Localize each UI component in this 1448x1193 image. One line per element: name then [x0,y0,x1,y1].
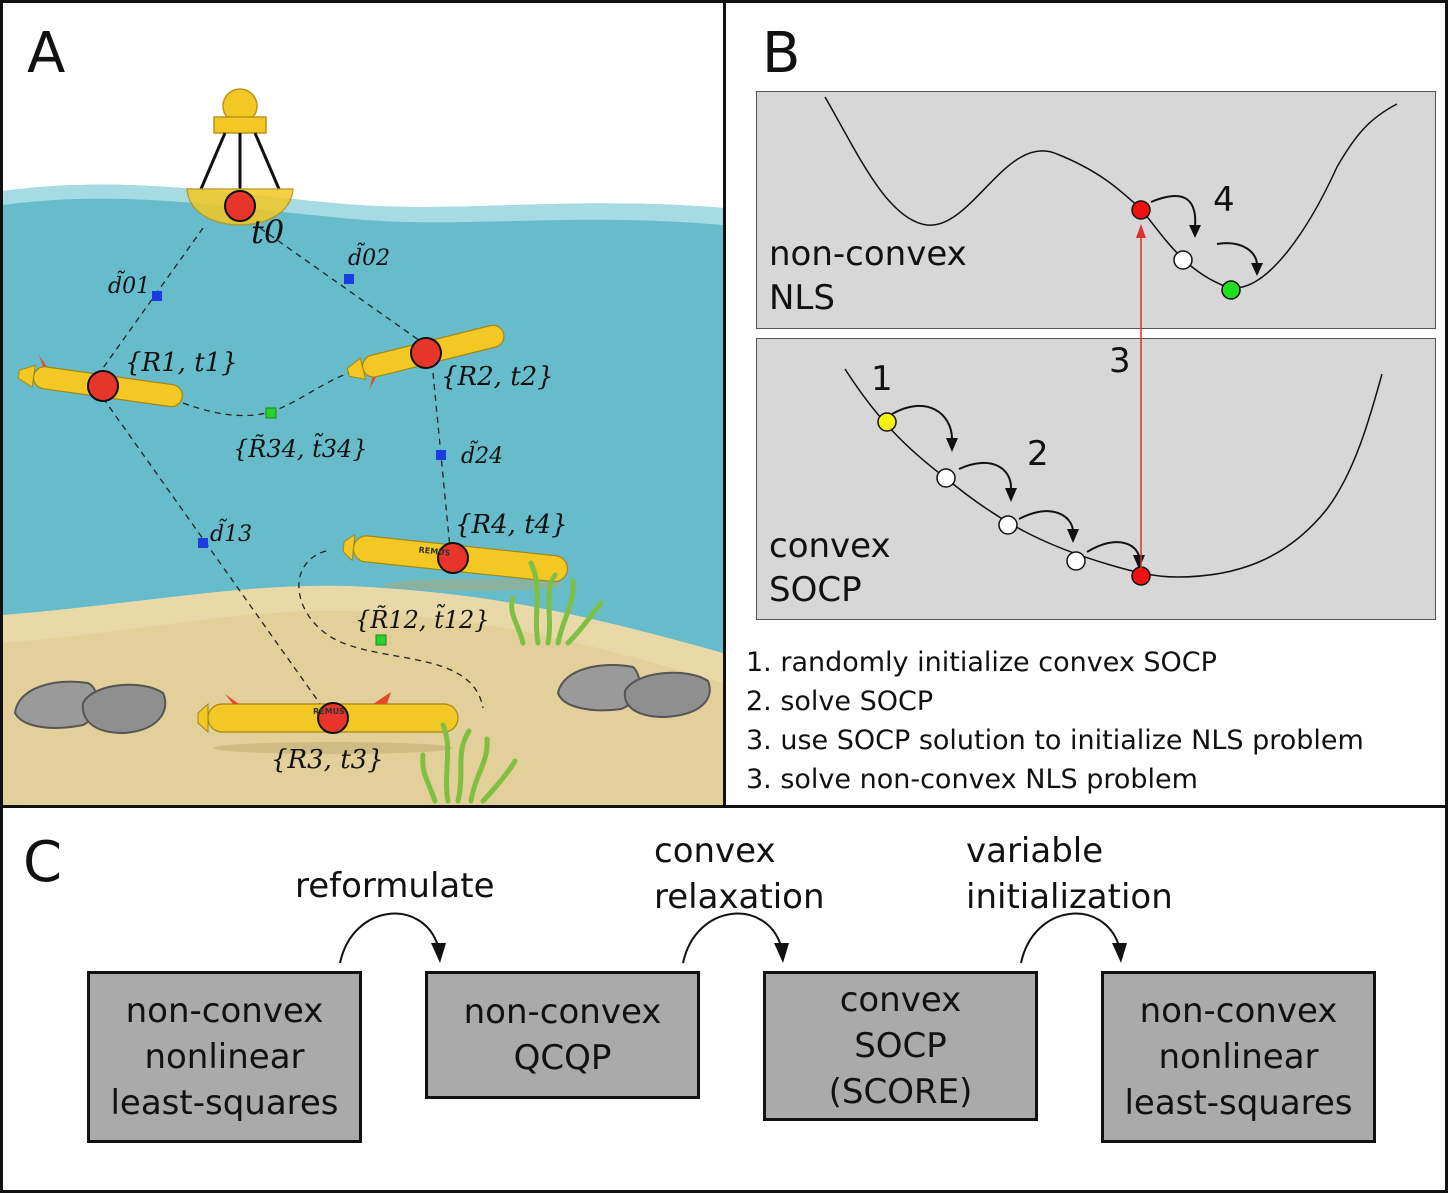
rocks-left [13,680,167,735]
vehicle-3-label: {R3, t3} [271,745,384,775]
arrow-label-3-line-2: initialization [966,877,1173,917]
nls-plot: non-convex NLS 4 [756,91,1436,329]
panel-c-letter: C [23,830,63,895]
box-1-line-2: nonlinear [144,1037,305,1077]
box-qcqp: non-convex QCQP [425,971,700,1099]
socp-label-line-1: convex [769,526,891,566]
range-marker-13 [198,538,208,548]
comm-marker-34 [265,407,277,419]
vehicle-3-marker [317,702,349,734]
nls-curve-plot [824,96,1398,300]
step-number-1: 1 [871,359,893,399]
range-label-02: d̃02 [348,241,390,271]
arrow-label-initialization: variable initialization [966,828,1173,920]
range-label-24: d̃24 [461,439,503,469]
nls-optimum-point [1221,280,1241,300]
vehicle-1-label: {R1, t1} [125,348,238,378]
box-4-line-3: least-squares [1124,1083,1353,1123]
arrow-label-relaxation: convex relaxation [654,828,825,920]
comm-label-34: {R̃34, t̃34} [233,432,368,463]
vehicle-4-marker [437,542,469,574]
vehicle-2-label: {R2, t2} [441,362,554,392]
panel-a-letter: A [27,21,66,86]
nls-label-line-1: non-convex [769,234,967,274]
vehicle-2-marker [410,337,442,369]
box-3-line-1: convex [839,980,962,1020]
arrow-label-3-line-1: variable [966,831,1104,871]
step-item-3: 3. use SOCP solution to initialize NLS p… [746,725,1364,756]
socp-plot-label: convex SOCP [769,524,891,612]
step-item-1: 1. randomly initialize convex SOCP [746,647,1217,678]
socp-curve-plot [844,368,1383,586]
socp-step-point-2 [998,515,1018,535]
socp-plot: convex SOCP 1 2 [756,338,1436,620]
seaweed-right [509,560,604,646]
box-3-line-3: (SCORE) [828,1072,973,1112]
step-number-2: 2 [1027,434,1049,474]
vehicle-3: REMUS [197,692,459,734]
vehicle-4: REMUS [342,533,569,583]
step-item-2: 2. solve SOCP [746,686,934,717]
socp-step-point-1 [936,468,956,488]
panel-a-scene: REMUS REMUS [0,0,726,808]
range-marker-01 [152,291,162,301]
box-nls-end: non-convex nonlinear least-squares [1101,971,1376,1143]
range-label-13: d̃13 [210,517,252,547]
box-4-line-1: non-convex [1139,991,1338,1031]
buoy-position-marker [224,190,256,222]
box-4-line-2: nonlinear [1158,1037,1319,1077]
box-3-line-2: SOCP [854,1026,947,1066]
comm-marker-12 [375,634,387,646]
arrow-label-1-line-1: reformulate [295,866,495,906]
panel-b-letter: B [762,21,801,86]
socp-solution-point [1131,566,1151,586]
vehicle-3-brand: REMUS [313,707,345,716]
box-1-line-1: non-convex [125,991,324,1031]
socp-label-line-2: SOCP [769,570,862,610]
socp-step-point-3 [1066,551,1086,571]
vehicle-4-label: {R4, t4} [455,510,568,540]
box-1-line-3: least-squares [110,1083,339,1123]
range-marker-24 [436,450,446,460]
step-item-4: 3. solve non-convex NLS problem [746,764,1198,795]
surface-buoy [186,88,294,226]
buoy-time-label: t0 [251,213,284,251]
box-2-line-1: non-convex [463,992,662,1032]
box-socp: convex SOCP (SCORE) [763,971,1038,1121]
panel-c-pipeline: C reformulate convex relaxation variable… [0,805,1448,1193]
vehicle-4-brand: REMUS [418,545,451,557]
box-2-line-2: QCQP [513,1038,612,1078]
panel-b-optimization: B non-convex NLS 4 [723,0,1448,808]
nls-label-line-2: NLS [769,278,835,318]
arrow-label-2-line-2: relaxation [654,877,825,917]
box-nls-start: non-convex nonlinear least-squares [87,971,362,1143]
range-marker-02 [344,274,354,284]
vehicle-1-marker [87,370,119,402]
underwater-scene: REMUS REMUS [3,3,723,805]
nls-step-point [1173,250,1193,270]
range-label-01: d̃01 [108,269,150,299]
comm-label-12: {R̃12, t̃12} [355,603,490,634]
arrow-label-2-line-1: convex [654,831,776,871]
steps-list: 1. randomly initialize convex SOCP 2. so… [746,643,1364,799]
step-number-4: 4 [1213,180,1235,220]
seaweed-bottom [420,722,518,804]
nls-init-point [1131,200,1151,220]
step-number-3: 3 [1109,341,1131,381]
arrow-label-reformulate: reformulate [295,863,495,909]
socp-start-point [877,412,897,432]
nls-plot-label: non-convex NLS [769,232,967,320]
rocks-right [556,664,711,719]
